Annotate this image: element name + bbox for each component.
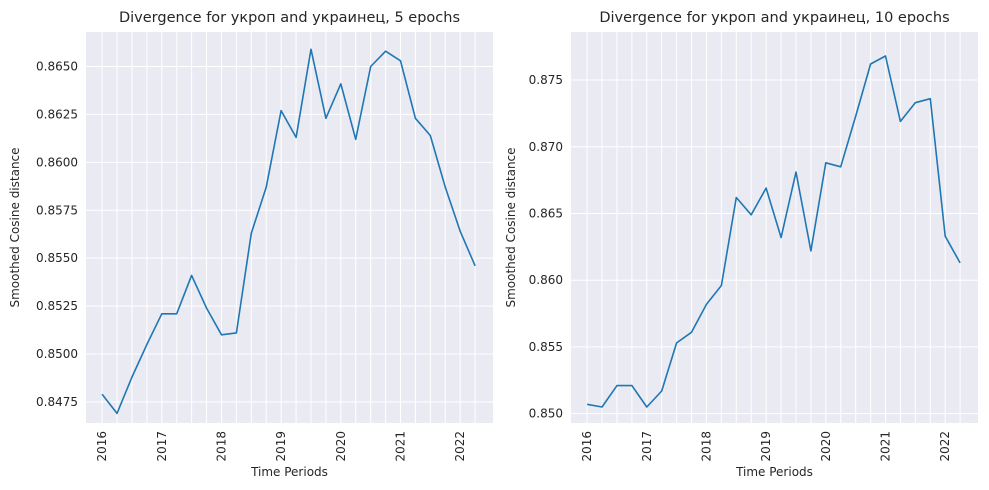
right-y-tick-label: 0.870: [529, 140, 563, 154]
right-y-tick-label: 0.855: [529, 340, 563, 354]
left-x-tick-label: 2020: [334, 431, 348, 462]
left-x-tick-label: 2017: [155, 431, 169, 462]
right-chart: 2016 2017 2018 2019 2020 2021 2022 0.8500.8550…: [504, 10, 978, 479]
left-y-tick-label: 0.8600: [36, 155, 78, 169]
left-x-tick-labels: 2016 2017 2018 2019 2020 2021 2022: [95, 431, 467, 462]
right-x-axis-label: Time Periods: [735, 465, 813, 479]
right-y-axis-label: Smoothed Cosine distance: [504, 147, 518, 307]
left-chart-title: Divergence for укроп and украинец, 5 epo…: [119, 10, 460, 26]
right-x-tick-label: 2019: [759, 431, 773, 462]
left-y-axis-label: Smoothed Cosine distance: [8, 147, 22, 307]
left-x-grid: [101, 32, 476, 423]
right-y-tick-label: 0.875: [529, 73, 563, 87]
left-y-tick-label: 0.8550: [36, 251, 78, 265]
right-y-tick-label: 0.860: [529, 273, 563, 287]
right-x-tick-label: 2021: [879, 431, 893, 462]
right-x-tick-label: 2022: [938, 431, 952, 462]
right-x-grid: [586, 32, 961, 423]
left-y-tick-label: 0.8475: [36, 395, 78, 409]
left-x-tick-label: 2021: [394, 431, 408, 462]
left-y-tick-label: 0.8500: [36, 347, 78, 361]
right-x-tick-label: 2020: [819, 431, 833, 462]
right-y-tick-label: 0.865: [529, 206, 563, 220]
right-x-tick-label: 2016: [580, 431, 594, 462]
right-chart-title: Divergence for укроп and украинец, 10 ep…: [599, 10, 949, 26]
right-plot-background: [571, 32, 978, 423]
left-chart: 2016 2017 2018 2019 2020 2021 2022 0.8475 0.850…: [8, 10, 493, 479]
left-y-grid: [86, 66, 493, 403]
left-y-tick-labels: 0.8475 0.8500 0.8525 0.8550 0.8575 0.8600 0.86…: [36, 60, 78, 409]
left-series-line: [101, 48, 476, 415]
right-series-line: [586, 55, 961, 408]
left-x-tick-label: 2022: [453, 431, 467, 462]
left-plot-background: [86, 32, 493, 423]
right-x-tick-labels: 2016 2017 2018 2019 2020 2021 2022: [580, 431, 952, 462]
left-y-tick-label: 0.8625: [36, 107, 78, 121]
right-y-grid: [571, 79, 978, 415]
right-x-tick-label: 2018: [699, 431, 713, 462]
right-y-tick-label: 0.850: [529, 407, 563, 421]
right-x-tick-label: 2017: [640, 431, 654, 462]
left-x-axis-label: Time Periods: [250, 465, 328, 479]
left-y-tick-label: 0.8525: [36, 299, 78, 313]
left-x-tick-label: 2016: [95, 431, 109, 462]
left-y-tick-label: 0.8650: [36, 60, 78, 74]
right-y-tick-labels: 0.850 0.855 0.860 0.865 0.870 0.875: [529, 73, 563, 421]
left-x-tick-label: 2019: [274, 431, 288, 462]
left-y-tick-label: 0.8575: [36, 203, 78, 217]
left-x-tick-label: 2018: [214, 431, 228, 462]
